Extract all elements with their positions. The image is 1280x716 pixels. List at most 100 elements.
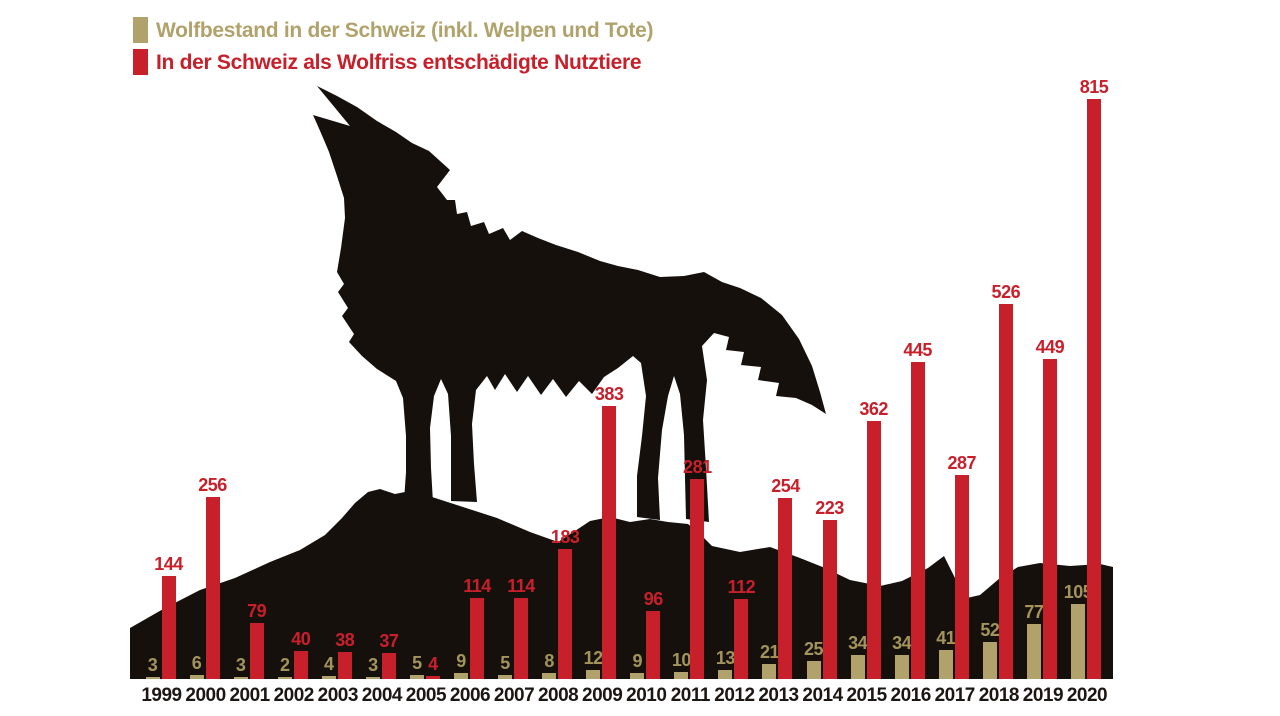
bar-wolfbestand-2019 — [1026, 624, 1041, 679]
bar-value-label-wolfbestand-2019: 77 — [1024, 602, 1044, 622]
bar-value-label-nutztiere-2018: 526 — [991, 282, 1021, 302]
bar-value-label-wolfbestand-2018: 52 — [980, 620, 1000, 640]
bar-wolfbestand-2000 — [189, 675, 204, 679]
year-axis-label-2008: 2008 — [537, 685, 579, 706]
bar-value-label-wolfbestand-2010: 9 — [632, 651, 643, 671]
year-axis-label-1999: 1999 — [141, 685, 182, 706]
bar-nutztiere-2020 — [1086, 99, 1101, 679]
bar-value-label-nutztiere-2008: 183 — [550, 527, 580, 547]
bar-value-label-nutztiere-2013: 254 — [771, 476, 800, 496]
year-axis-label-2009: 2009 — [582, 685, 623, 706]
bar-wolfbestand-2016 — [894, 655, 909, 679]
bar-nutztiere-2016 — [910, 362, 925, 679]
bar-value-label-wolfbestand-2013: 21 — [759, 642, 780, 662]
legend-row-wolfbestand: Wolfbestand in der Schweiz (inkl. Welpen… — [133, 17, 654, 43]
bar-value-label-nutztiere-2017: 287 — [947, 453, 977, 473]
year-axis-label-2010: 2010 — [626, 685, 667, 706]
year-axis-label-2002: 2002 — [273, 685, 315, 706]
bar-nutztiere-2011 — [690, 479, 705, 679]
bar-nutztiere-2018 — [998, 304, 1013, 679]
legend-label-nutztiere: In der Schweiz als Wolfriss entschädigte… — [156, 50, 642, 74]
bar-wolfbestand-2006 — [453, 673, 468, 679]
bar-nutztiere-2019 — [1042, 359, 1057, 679]
bar-value-label-nutztiere-2006: 114 — [463, 576, 491, 596]
bar-value-label-wolfbestand-2012: 13 — [715, 648, 736, 668]
bar-value-label-wolfbestand-2004: 3 — [368, 655, 378, 675]
bar-value-label-wolfbestand-1999: 3 — [147, 655, 158, 675]
bar-value-label-wolfbestand-2014: 25 — [804, 639, 824, 659]
bar-nutztiere-2009 — [602, 406, 617, 679]
bar-value-label-nutztiere-2016: 445 — [903, 340, 932, 360]
bar-wolfbestand-1999 — [145, 677, 160, 679]
bar-wolfbestand-2015 — [850, 655, 865, 679]
bar-wolfbestand-2017 — [938, 650, 953, 679]
bar-value-label-wolfbestand-2003: 4 — [324, 654, 334, 674]
legend: Wolfbestand in der Schweiz (inkl. Welpen… — [133, 17, 654, 81]
bar-wolfbestand-2013 — [762, 664, 777, 679]
bar-value-label-nutztiere-2010: 96 — [643, 589, 664, 609]
bar-wolfbestand-2001 — [233, 677, 248, 679]
bar-wolfbestand-2007 — [498, 675, 513, 679]
bar-nutztiere-2006 — [469, 598, 484, 679]
bar-wolfbestand-2012 — [718, 670, 733, 679]
bar-nutztiere-2003 — [337, 652, 352, 679]
bar-value-label-nutztiere-2020: 815 — [1079, 77, 1109, 97]
bar-value-label-nutztiere-1999: 144 — [154, 554, 183, 574]
bar-value-label-wolfbestand-2016: 34 — [892, 633, 912, 653]
year-axis-label-2014: 2014 — [802, 685, 843, 706]
bar-nutztiere-2002 — [293, 651, 308, 679]
year-axis-label-2001: 2001 — [229, 685, 270, 706]
bar-wolfbestand-2014 — [806, 661, 821, 679]
year-axis-label-2005: 2005 — [405, 685, 447, 706]
bar-wolfbestand-2018 — [982, 642, 997, 679]
bar-nutztiere-2017 — [954, 475, 969, 679]
bar-value-label-wolfbestand-2007: 5 — [500, 653, 510, 673]
bar-value-label-nutztiere-2004: 37 — [379, 631, 399, 651]
year-axis-label-2006: 2006 — [449, 685, 491, 706]
bar-nutztiere-2005 — [425, 676, 440, 679]
bar-wolfbestand-2004 — [365, 677, 380, 679]
bar-nutztiere-2004 — [381, 653, 396, 679]
bar-wolfbestand-2010 — [630, 673, 645, 679]
legend-swatch-nutztiere — [133, 49, 148, 75]
bar-value-label-nutztiere-2000: 256 — [198, 475, 227, 495]
year-axis-label-2004: 2004 — [361, 685, 403, 706]
bar-nutztiere-2010 — [646, 611, 661, 679]
bar-value-label-nutztiere-2011: 281 — [683, 457, 712, 477]
bar-wolfbestand-2002 — [277, 677, 292, 679]
howling-wolf-silhouette-icon — [313, 86, 826, 522]
bar-nutztiere-2000 — [205, 497, 220, 679]
bar-value-label-wolfbestand-2009: 12 — [583, 648, 604, 668]
year-axis-label-2020: 2020 — [1066, 685, 1108, 706]
bar-value-label-wolfbestand-2005: 5 — [412, 653, 422, 673]
bar-value-label-wolfbestand-2002: 2 — [279, 655, 290, 675]
bar-value-label-nutztiere-2014: 223 — [815, 498, 844, 518]
bar-value-label-wolfbestand-2015: 34 — [848, 633, 868, 653]
bar-nutztiere-2007 — [514, 598, 529, 679]
year-axis-label-2016: 2016 — [890, 685, 932, 706]
year-axis-label-2007: 2007 — [493, 685, 535, 706]
year-axis-label-2012: 2012 — [714, 685, 755, 706]
bar-wolfbestand-2005 — [409, 675, 424, 679]
bar-nutztiere-2001 — [249, 623, 264, 679]
bar-value-label-nutztiere-2001: 79 — [247, 601, 267, 621]
bar-value-label-wolfbestand-2001: 3 — [235, 655, 246, 675]
bar-value-label-nutztiere-2005: 4 — [428, 654, 438, 674]
bar-value-label-nutztiere-2019: 449 — [1035, 337, 1065, 357]
bar-wolfbestand-2008 — [542, 673, 557, 679]
year-axis-label-2003: 2003 — [317, 685, 359, 706]
bar-nutztiere-2014 — [822, 520, 837, 679]
year-axis-label-2017: 2017 — [934, 685, 976, 706]
bar-wolfbestand-2003 — [321, 676, 336, 679]
bar-value-label-wolfbestand-2000: 6 — [191, 653, 202, 673]
bar-value-label-wolfbestand-2017: 41 — [936, 628, 956, 648]
year-axis-label-2018: 2018 — [978, 685, 1020, 706]
bar-nutztiere-2008 — [558, 549, 573, 679]
bar-nutztiere-1999 — [161, 576, 176, 679]
legend-label-wolfbestand: Wolfbestand in der Schweiz (inkl. Welpen… — [156, 18, 654, 42]
bar-nutztiere-2012 — [734, 599, 749, 679]
legend-row-nutztiere: In der Schweiz als Wolfriss entschädigte… — [133, 49, 653, 75]
year-axis-label-2015: 2015 — [846, 685, 887, 706]
legend-swatch-wolfbestand — [133, 17, 148, 43]
